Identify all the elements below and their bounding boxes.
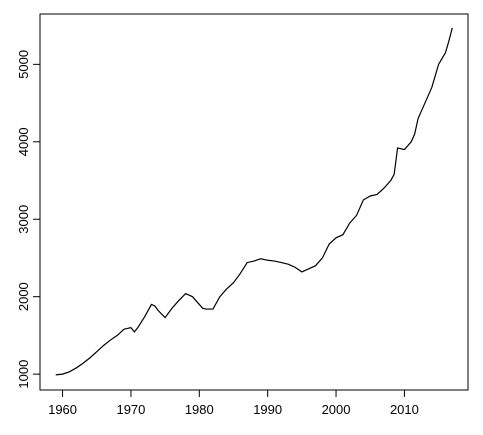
- data-line: [55, 27, 453, 376]
- x-tick-label: 1960: [48, 402, 77, 417]
- y-tick-label: 2000: [16, 282, 31, 311]
- x-tick-label: 2000: [322, 402, 351, 417]
- y-tick-label: 4000: [16, 127, 31, 156]
- y-tick-label: 5000: [16, 50, 31, 79]
- y-tick-label: 3000: [16, 205, 31, 234]
- x-tick-label: 1970: [116, 402, 145, 417]
- y-tick-label: 1000: [16, 360, 31, 389]
- x-tick-label: 2010: [390, 402, 419, 417]
- plot-frame: [39, 13, 469, 391]
- x-tick-label: 1980: [185, 402, 214, 417]
- x-tick-label: 1990: [253, 402, 282, 417]
